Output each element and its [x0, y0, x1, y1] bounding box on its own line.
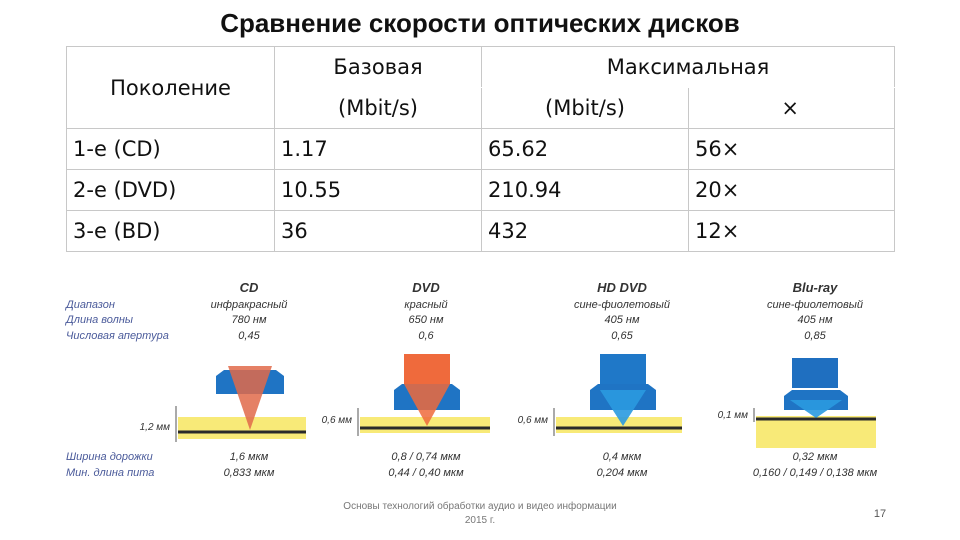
cell-multiplier: 56× — [687, 128, 896, 170]
laser-beam — [228, 366, 272, 430]
cell-multiplier: 12× — [687, 210, 896, 252]
disc-wavelength: 650 нм — [408, 314, 443, 326]
disc-band: сине-фиолетовый — [767, 299, 863, 311]
disc-thickness: 0,6 мм — [322, 415, 353, 426]
laser-source — [792, 358, 838, 388]
disc-aperture: 0,85 — [804, 330, 826, 342]
disc-band: инфракрасный — [211, 299, 288, 311]
header-max-unit: (Mbit/s) — [481, 87, 689, 129]
cell-max: 432 — [481, 210, 689, 252]
disc-thickness: 0,1 мм — [718, 410, 749, 421]
disc-track-width: 0,32 мкм — [793, 451, 838, 463]
laser-beam — [600, 390, 646, 426]
slide-title: Сравнение скорости оптических дисков — [220, 8, 740, 38]
disc-pit-length: 0,833 мкм — [224, 467, 275, 479]
disc-thickness: 0,6 мм — [518, 415, 549, 426]
slide-footer: Основы технологий обработки аудио и виде… — [300, 500, 660, 528]
cell-base: 10.55 — [274, 169, 482, 211]
table-row: 1-е (CD) 1.17 65.62 56× — [66, 128, 896, 170]
cell-base: 36 — [274, 210, 482, 252]
label-aperture: Числовая апертура — [66, 330, 169, 342]
disc-aperture: 0,65 — [611, 330, 633, 342]
table-header-row-1: Поколение Базовая Максимальная — [66, 46, 896, 129]
disc-comparison-figure: Диапазон Длина волны Числовая апертура Ш… — [64, 280, 878, 479]
cell-generation: 3-е (BD) — [66, 210, 275, 252]
disc-pit-length: 0,204 мкм — [597, 467, 648, 479]
table-header-row-2: (Mbit/s) (Mbit/s) × — [67, 87, 896, 129]
laser-beam — [790, 400, 842, 418]
disc-track-width: 1,6 мкм — [230, 451, 269, 463]
page-number: 17 — [873, 508, 887, 520]
table-row: 3-е (BD) 36 432 12× — [66, 210, 896, 252]
disc-pit-length: 0,44 / 0,40 мкм — [388, 467, 464, 479]
footer-course: Основы технологий обработки аудио и виде… — [343, 501, 617, 512]
header-base-unit: (Mbit/s) — [274, 87, 482, 129]
disc-track-width: 0,4 мкм — [603, 451, 642, 463]
disc-name: DVD — [412, 280, 440, 295]
disc-hd-dvd: HD DVD сине-фиолетовый 405 нм 0,65 0,6 м… — [518, 280, 682, 479]
laser-source — [404, 354, 450, 384]
disc-dvd: DVD красный 650 нм 0,6 0,6 мм 0,8 / 0,74… — [322, 280, 490, 479]
table-row: 2-е (DVD) 10.55 210.94 20× — [66, 169, 896, 211]
disc-name: CD — [240, 280, 259, 295]
header-generation: Поколение — [66, 46, 275, 129]
disc-aperture: 0,45 — [238, 330, 260, 342]
disc-track-width: 0,8 / 0,74 мкм — [391, 451, 461, 463]
label-track-width: Ширина дорожки — [66, 451, 153, 463]
header-base: Базовая — [274, 46, 482, 88]
label-range: Диапазон — [64, 299, 115, 311]
cell-generation: 2-е (DVD) — [66, 169, 275, 211]
cell-max: 65.62 — [481, 128, 689, 170]
disc-blu-ray: Blu-ray сине-фиолетовый 405 нм 0,85 0,1 … — [718, 280, 878, 479]
disc-name: Blu-ray — [793, 280, 839, 295]
label-pit-length: Мин. длина пита — [66, 467, 154, 479]
header-multiplier: × — [687, 87, 896, 129]
disc-aperture: 0,6 — [418, 330, 434, 342]
disc-pit-length: 0,160 / 0,149 / 0,138 мкм — [753, 467, 878, 479]
speed-table: Поколение Базовая Максимальная (Mbit/s) … — [66, 46, 896, 252]
cell-base: 1.17 — [274, 128, 482, 170]
disc-layer — [756, 416, 876, 448]
laser-source — [600, 354, 646, 384]
header-max: Максимальная — [480, 46, 896, 88]
disc-name: HD DVD — [597, 280, 647, 295]
cell-multiplier: 20× — [687, 169, 896, 211]
disc-layer — [178, 417, 306, 439]
disc-thickness: 1,2 мм — [140, 422, 171, 433]
laser-beam — [404, 384, 450, 426]
label-wavelength: Длина волны — [64, 314, 133, 326]
disc-wavelength: 780 нм — [231, 314, 266, 326]
footer-year: 2015 г. — [464, 515, 496, 526]
disc-band: красный — [404, 299, 447, 311]
disc-cd: CD инфракрасный 780 нм 0,45 1,2 мм 1,6 м… — [140, 280, 306, 479]
cell-max: 210.94 — [481, 169, 689, 211]
cell-generation: 1-е (CD) — [66, 128, 275, 170]
disc-wavelength: 405 нм — [604, 314, 639, 326]
disc-band: сине-фиолетовый — [574, 299, 670, 311]
disc-wavelength: 405 нм — [797, 314, 832, 326]
